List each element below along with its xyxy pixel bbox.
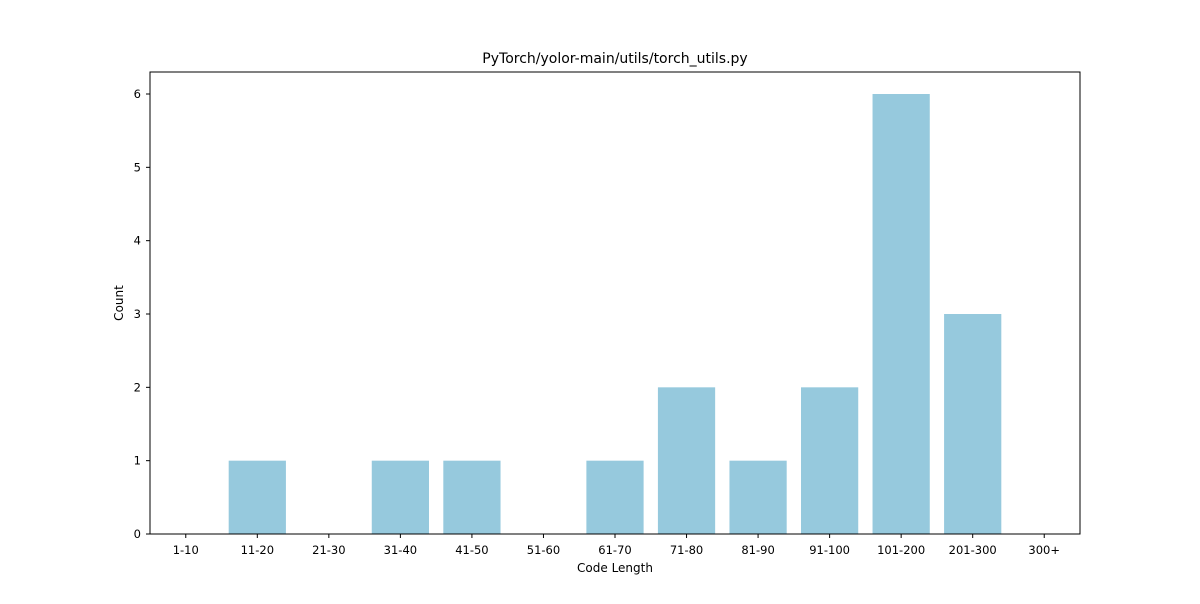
x-axis-ticks: 1-10 11-20 21-30 31-40 41-50 51-60 61-70 71-80 8… bbox=[173, 534, 1060, 557]
x-tick-label: 31-40 bbox=[384, 543, 417, 557]
y-tick-label: 5 bbox=[134, 160, 141, 174]
bar-101-200 bbox=[872, 94, 930, 534]
x-tick-label: 51-60 bbox=[527, 543, 560, 557]
plot-area-frame bbox=[149, 71, 1081, 535]
bar-31-40 bbox=[371, 460, 429, 534]
x-tick-label: 101-200 bbox=[877, 543, 925, 557]
bar-81-90 bbox=[729, 460, 787, 534]
y-tick-label: 3 bbox=[134, 307, 141, 321]
x-tick-label: 91-100 bbox=[809, 543, 850, 557]
x-tick-label: 1-10 bbox=[173, 543, 199, 557]
y-tick-label: 6 bbox=[134, 87, 141, 101]
bar-91-100 bbox=[801, 387, 859, 534]
chart-title: PyTorch/yolor-main/utils/torch_utils.py bbox=[482, 51, 747, 67]
bar-61-70 bbox=[586, 460, 644, 534]
x-tick-label: 41-50 bbox=[455, 543, 488, 557]
x-tick-label: 11-20 bbox=[241, 543, 274, 557]
x-tick-label: 81-90 bbox=[741, 543, 774, 557]
bar-11-20 bbox=[228, 460, 286, 534]
y-tick-label: 2 bbox=[134, 380, 141, 394]
bar-201-300 bbox=[944, 314, 1002, 534]
x-tick-label: 21-30 bbox=[312, 543, 345, 557]
bar-41-50 bbox=[443, 460, 501, 534]
y-tick-label: 0 bbox=[134, 527, 141, 541]
y-axis-ticks: 0 1 2 3 4 5 6 bbox=[134, 87, 150, 541]
bar-71-80 bbox=[657, 387, 716, 534]
y-tick-label: 1 bbox=[134, 454, 141, 468]
y-axis-label: Count bbox=[112, 285, 126, 321]
x-tick-label: 71-80 bbox=[670, 543, 703, 557]
x-tick-label: 61-70 bbox=[598, 543, 631, 557]
bars-layer bbox=[228, 94, 1002, 534]
x-tick-label: 201-300 bbox=[949, 543, 997, 557]
x-axis-label: Code Length bbox=[577, 561, 653, 575]
x-tick-label: 300+ bbox=[1028, 543, 1060, 557]
y-tick-label: 4 bbox=[134, 234, 141, 248]
